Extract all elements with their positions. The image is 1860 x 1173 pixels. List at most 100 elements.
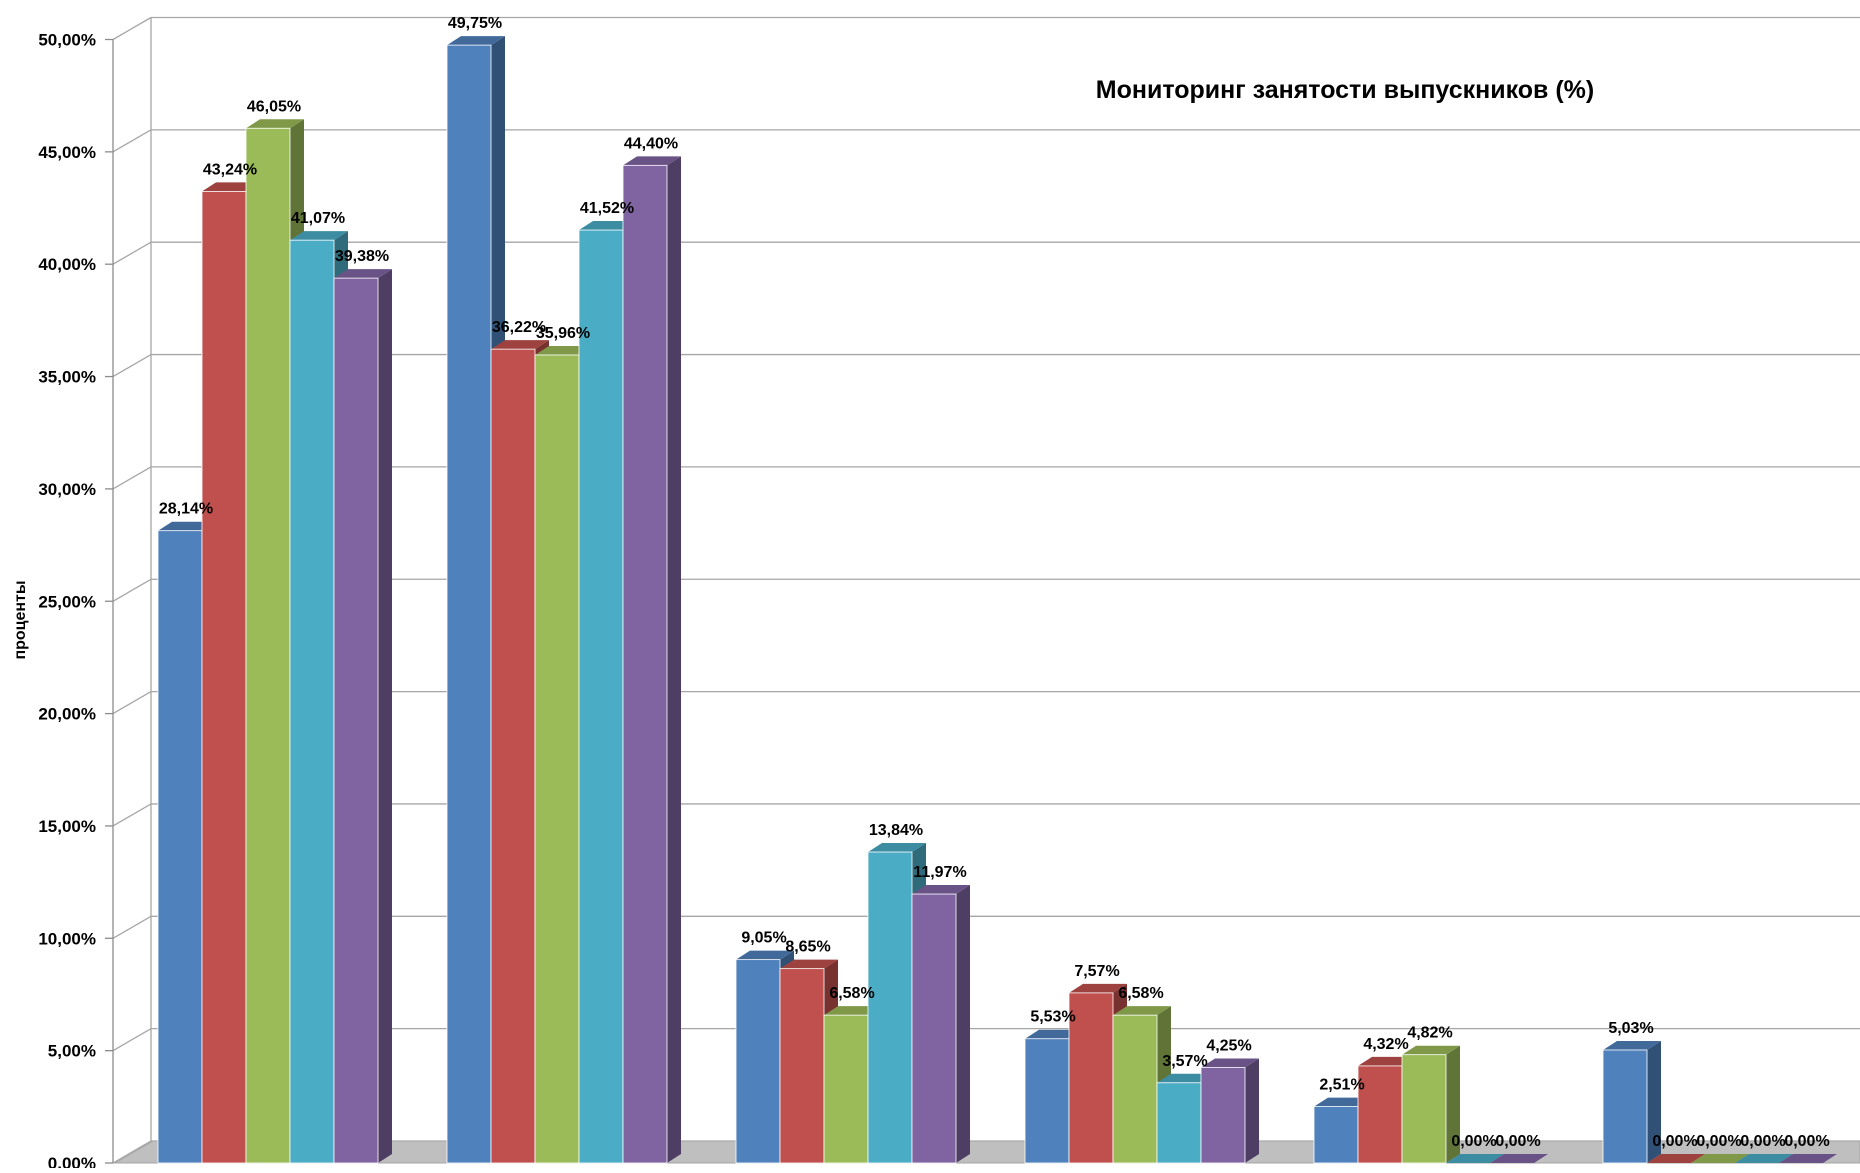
bar-top [1069,983,1127,993]
data-label: 13,84% [869,822,923,839]
bar [735,959,781,1164]
bars [157,36,1837,1164]
bar [823,1014,869,1164]
data-label: 8,65% [785,939,830,956]
bar-top [780,959,838,969]
chart-title: Мониторинг занятости выпускников (%) [1096,76,1595,104]
data-label: 9,05% [741,930,786,947]
bar-top [1157,1073,1215,1083]
bar [289,239,335,1164]
y-tick-label: 30,00% [38,480,96,499]
bar-top [202,182,260,192]
data-label: 0,00% [1652,1133,1697,1150]
gridline-depth [112,241,152,265]
bar-top [1113,1006,1171,1016]
bar [1156,1082,1202,1164]
bar [1068,992,1114,1164]
bar [867,851,913,1164]
bar-top [1402,1045,1460,1055]
data-label: 4,82% [1407,1025,1452,1042]
bar-top [447,36,505,46]
y-tick-label: 50,00% [38,31,96,50]
bar-top [1735,1154,1793,1163]
grid-layer [112,16,1860,1164]
bar [1313,1106,1359,1164]
data-label: 49,75% [448,15,502,32]
data-label: 0,00% [1495,1133,1540,1150]
y-tick-label: 25,00% [38,592,96,611]
bar-side [956,885,970,1163]
bar [201,190,247,1164]
gridline-depth [112,16,152,41]
y-tick-label: 15,00% [38,817,96,836]
data-label: 41,07% [291,210,345,227]
bar [1401,1054,1447,1164]
data-label: 4,25% [1206,1038,1251,1055]
bar-top [491,340,549,350]
gridline-depth [112,578,152,602]
bar [1024,1038,1070,1164]
bar [245,127,291,1164]
bar-top [1647,1154,1705,1163]
bar-top [1358,1056,1416,1066]
bar [157,530,203,1164]
bar-side [1446,1045,1460,1163]
bar-top [1025,1029,1083,1039]
bar [534,354,580,1164]
data-label: 36,22% [492,319,546,336]
bar [911,893,957,1164]
bar [1602,1049,1648,1164]
data-label: 5,03% [1608,1020,1653,1037]
bar-top [1691,1154,1749,1163]
bar-top [623,156,681,166]
bar-top [1779,1154,1837,1163]
bar-top [535,345,593,355]
data-label: 46,05% [247,98,301,115]
bar-top [290,231,348,241]
bar-top [246,119,304,129]
bar [446,44,492,1164]
data-label: 7,57% [1074,963,1119,980]
bar-top [158,521,216,531]
data-label: 43,24% [203,161,257,178]
gridline-depth [112,1140,152,1164]
data-labels: 28,14% 43,24% 46,05% 41,07% 39,38% 49,75% 36,2… [159,15,1830,1150]
data-label: 28,14% [159,501,213,518]
data-label: 6,58% [1118,985,1163,1002]
bar-top [1314,1097,1372,1107]
data-label: 0,00% [1451,1133,1496,1150]
bar-top [579,221,637,231]
bar-side [378,269,392,1163]
gridline-depth [112,691,152,715]
bar-side [667,156,681,1163]
data-label: 35,96% [536,325,590,342]
gridline-depth [112,129,152,153]
gridline-depth [112,803,152,827]
data-label: 0,00% [1784,1133,1829,1150]
y-tick-label: 35,00% [38,368,96,387]
bar [490,348,536,1164]
data-label: 0,00% [1696,1133,1741,1150]
bar-top [334,269,392,279]
y-tick-label: 10,00% [38,929,96,948]
data-label: 5,53% [1030,1009,1075,1026]
bar-top [824,1006,882,1016]
data-label: 3,57% [1162,1053,1207,1070]
gridline-depth [112,353,152,378]
bar [333,277,379,1164]
data-label: 39,38% [335,248,389,265]
bar-top [868,843,926,853]
y-tick-label: 45,00% [38,143,96,162]
bar-top [1446,1154,1504,1163]
y-axis-label: проценты [12,580,29,659]
bar-top [912,885,970,895]
data-label: 0,00% [1740,1133,1785,1150]
bar-top [736,950,794,960]
data-label: 11,97% [913,864,966,881]
gridline-depth [112,466,152,490]
bar-side [1647,1040,1661,1163]
bar-top [1201,1058,1259,1068]
y-tick-label: 40,00% [38,255,96,274]
